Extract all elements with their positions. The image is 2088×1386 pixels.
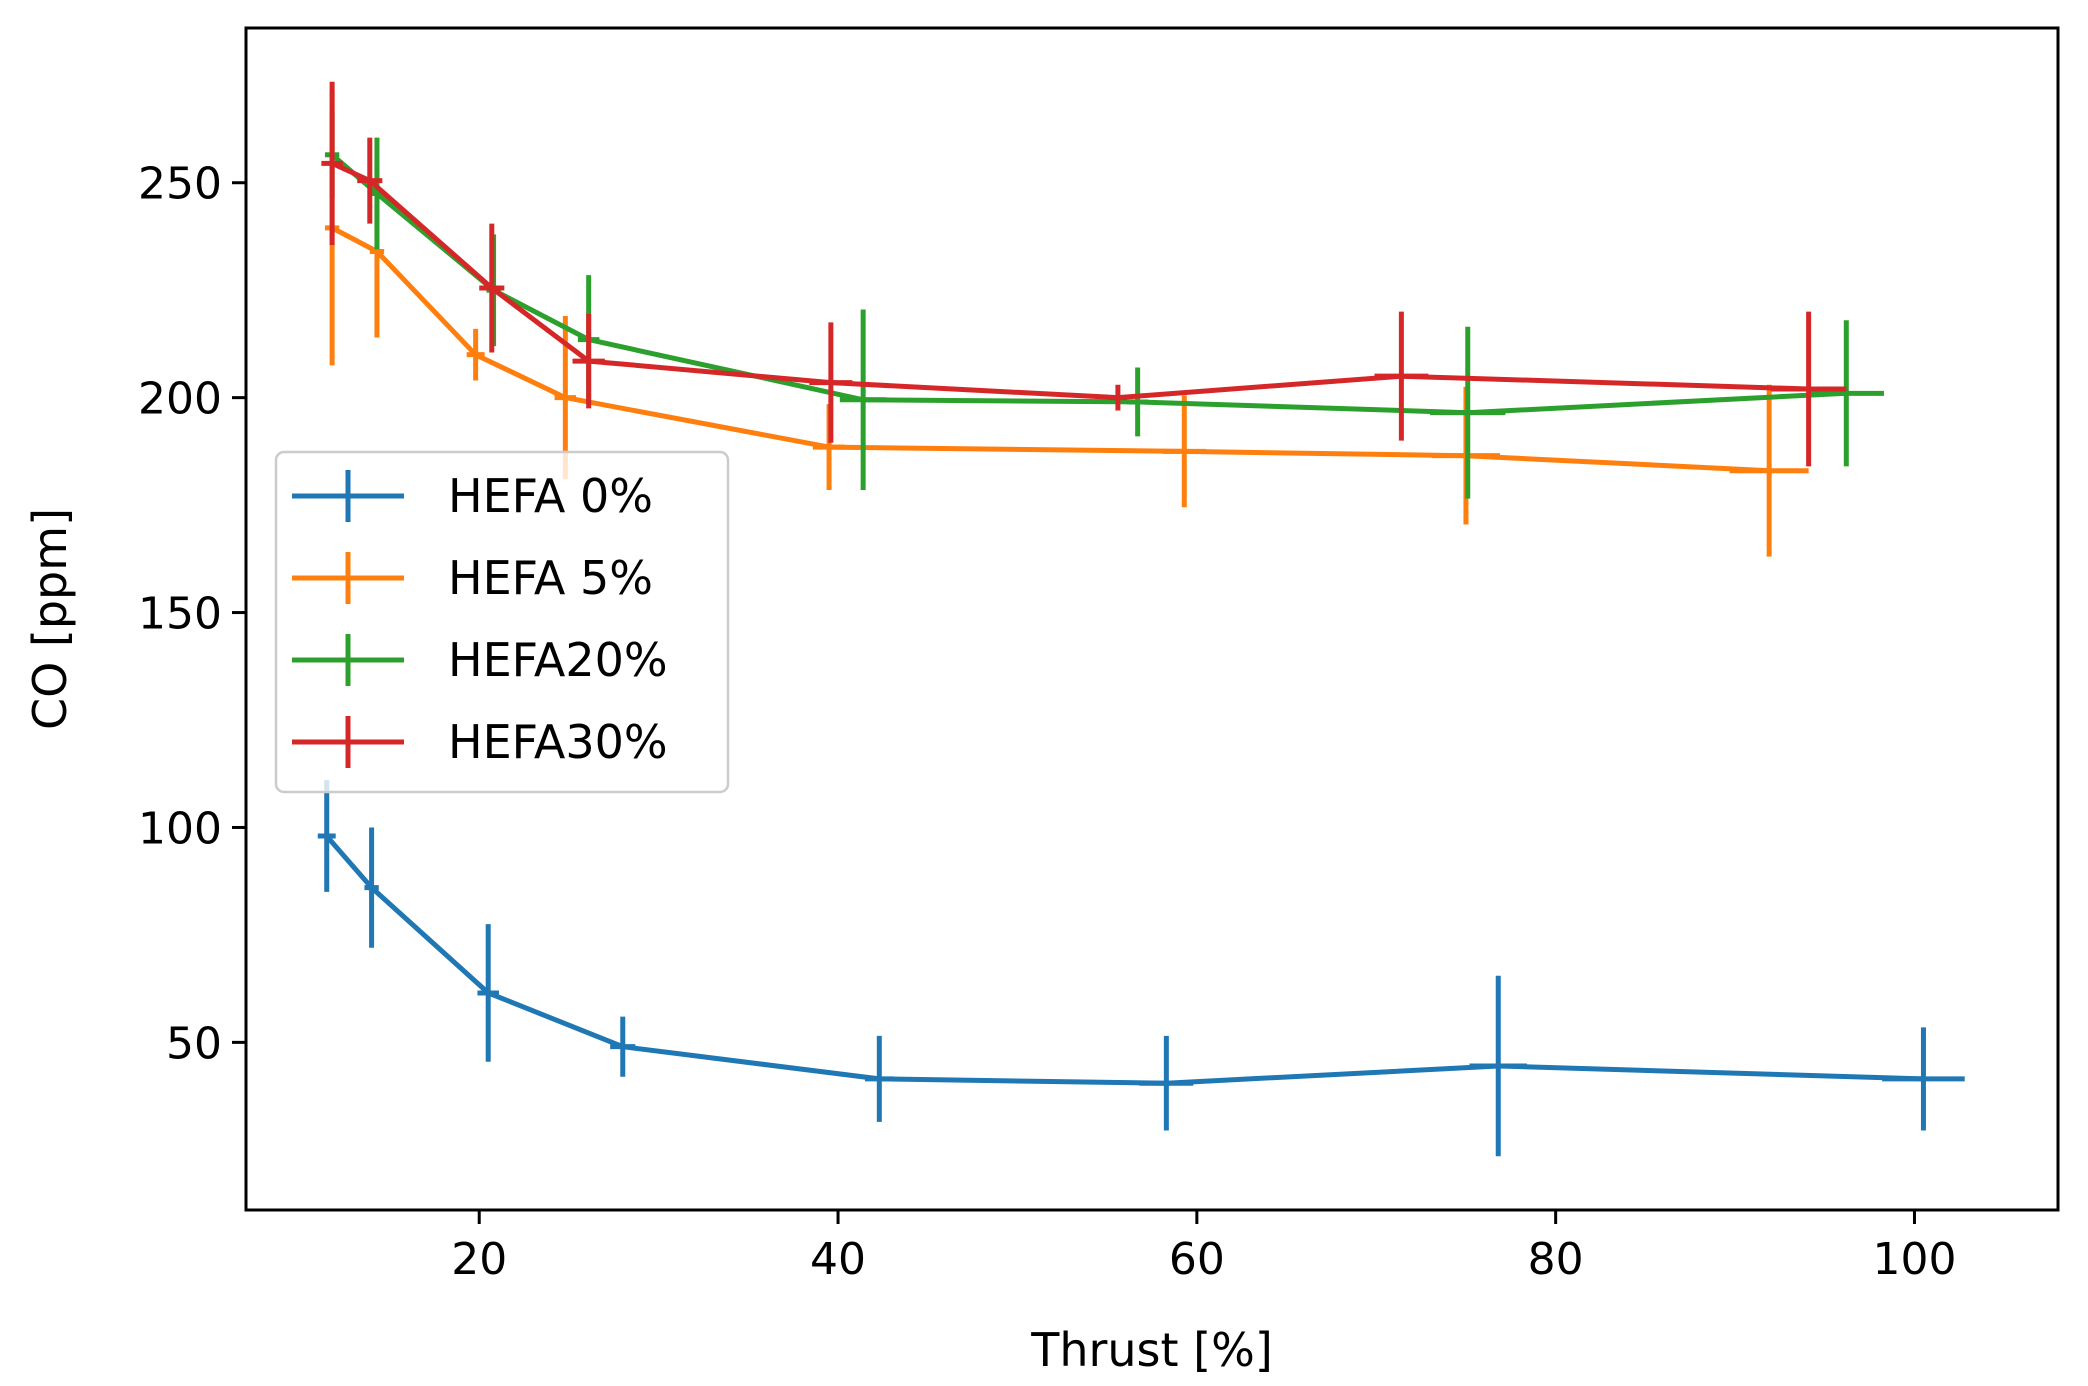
x-tick-label: 80	[1528, 1234, 1584, 1285]
plot-frame	[244, 26, 2060, 1212]
series-line	[329, 225, 1772, 474]
series-line	[329, 160, 1812, 401]
x-axis: 20 40 60 80 100	[451, 1210, 1956, 1285]
x-tick-label: 100	[1872, 1234, 1956, 1285]
series-3	[324, 111, 1884, 499]
series-layer	[317, 81, 1965, 1157]
x-axis-label: Thrust [%]	[1030, 1323, 1273, 1377]
series-line	[324, 833, 1926, 1086]
legend-box	[274, 450, 730, 794]
legend-label: HEFA 0%	[448, 469, 653, 523]
y-axis-label: CO [ppm]	[23, 508, 77, 730]
legend: HEFA 0% HEFA 5% HEFA20% HEFA30%	[274, 450, 730, 794]
x-tick-label: 60	[1169, 1234, 1225, 1285]
y-tick-label: 200	[138, 374, 222, 425]
legend-label: HEFA30%	[448, 715, 668, 769]
y-tick-label: 50	[166, 1018, 222, 1069]
x-tick-label: 20	[451, 1234, 507, 1285]
legend-label: HEFA20%	[448, 633, 668, 687]
x-tick-label: 40	[810, 1234, 866, 1285]
legend-label: HEFA 5%	[448, 551, 653, 605]
series-1	[317, 780, 1965, 1157]
y-tick-label: 100	[138, 803, 222, 854]
y-tick-label: 250	[138, 159, 222, 210]
series-4	[321, 81, 1847, 467]
y-axis: 50 100 150 200 250	[138, 159, 246, 1069]
series-line	[329, 152, 1849, 416]
y-tick-label: 150	[138, 589, 222, 640]
